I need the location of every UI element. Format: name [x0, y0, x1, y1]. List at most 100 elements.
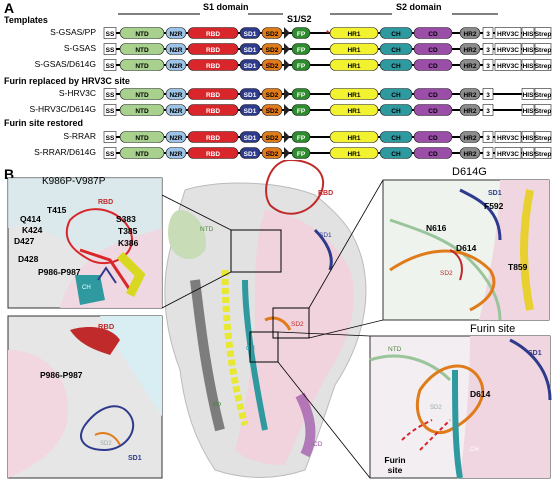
sd2-domain-label: SD2 [266, 151, 279, 158]
ss-domain-label: SS [106, 47, 115, 54]
strep-box [534, 59, 552, 71]
three-box [482, 104, 494, 116]
ntd-domain [119, 27, 165, 39]
ntd-domain-label: NTD [135, 63, 149, 70]
construct-name: S-GSAS/PP [50, 27, 96, 37]
group-title-templates: Templates [4, 15, 48, 25]
hrv3c-box-label: HRV3C [497, 47, 519, 54]
n2r-domain [165, 131, 187, 143]
n2r-domain-label: N2R [169, 135, 182, 142]
s1s2-label: S1/S2 [287, 14, 312, 24]
inset-k986p [7, 177, 163, 309]
residue-label: F592 [484, 201, 504, 211]
three-box [482, 88, 494, 100]
his-box-label: HIS [523, 135, 535, 142]
hr2-domain [459, 147, 481, 159]
his-box-label: HIS [523, 92, 535, 99]
hr1-domain [329, 104, 379, 116]
ch-domain-label: CH [391, 47, 401, 54]
strep-box [534, 43, 552, 55]
sd1-domain [239, 147, 261, 159]
ch-domain [379, 147, 413, 159]
ntd-domain [119, 131, 165, 143]
hr2-domain-label: HR2 [463, 108, 476, 115]
rbd-domain [187, 88, 239, 100]
hrv3c-box [494, 131, 522, 143]
hr2-domain-label: HR2 [463, 135, 476, 142]
ntd-domain [119, 104, 165, 116]
structure-panel [7, 160, 552, 479]
three-box [482, 43, 494, 55]
his-box [521, 131, 535, 143]
hr2-domain-label: HR2 [463, 47, 476, 54]
strep-box [534, 27, 552, 39]
residue-label: K424 [22, 225, 43, 235]
cd-domain-label: CD [428, 47, 438, 54]
ntd-domain-label: NTD [135, 108, 149, 115]
his-box [521, 59, 535, 71]
strep-box [534, 131, 552, 143]
n2r-domain-label: N2R [169, 63, 182, 70]
ch-domain-label: CH [391, 31, 401, 38]
cleavage-marker [284, 88, 290, 100]
cleavage-marker [284, 27, 290, 39]
construct-name: S-RRAR [63, 131, 96, 141]
center-label: SD1 [319, 232, 332, 239]
cd-domain-label: CD [428, 151, 438, 158]
rbd-domain-label: RBD [206, 47, 220, 54]
ch-domain [379, 131, 413, 143]
three-box-label: 3 [486, 151, 490, 158]
n2r-domain-label: N2R [169, 47, 182, 54]
hr1-domain [329, 131, 379, 143]
d614g-mutation-star: * [268, 106, 272, 115]
his-box [521, 147, 535, 159]
his-box [521, 88, 535, 100]
three-box-label: 3 [486, 31, 490, 38]
sd1-domain-label: SD1 [244, 151, 257, 158]
three-box [482, 27, 494, 39]
his-box-label: HIS [523, 108, 535, 115]
his-box [521, 27, 535, 39]
n2r-domain [165, 59, 187, 71]
cd-domain-label: CD [428, 108, 438, 115]
strep-box-label: Strep [535, 108, 552, 115]
fp-domain-label: FP [297, 92, 306, 99]
group-title-furin-restored: Furin site restored [4, 118, 84, 128]
residue-label: D427 [14, 236, 35, 246]
rbd-domain-label: RBD [206, 135, 220, 142]
sd1-domain-label: SD1 [244, 135, 257, 142]
cd-domain-label: CD [428, 92, 438, 99]
fp-domain [291, 27, 311, 39]
hr1-domain-label: HR1 [347, 47, 360, 54]
fp-domain [291, 104, 311, 116]
cd-domain [413, 27, 453, 39]
s2-domain-label: S2 domain [396, 2, 442, 12]
residue-label: P986-P987 [38, 267, 81, 277]
domain-label: CH [470, 447, 479, 453]
fp-domain [291, 59, 311, 71]
sd2-domain [261, 27, 283, 39]
hr1-domain [329, 27, 379, 39]
ss-domain [103, 27, 117, 39]
hrv3c-box [494, 59, 522, 71]
cd-domain [413, 147, 453, 159]
fp-domain-label: FP [297, 47, 306, 54]
residue-label: T415 [47, 205, 67, 215]
sd2-domain [261, 88, 283, 100]
strep-box-label: Strep [535, 92, 552, 99]
ch-domain-label: CH [391, 92, 401, 99]
ntd-domain [119, 88, 165, 100]
cd-domain-label: CD [428, 63, 438, 70]
strep-box [534, 147, 552, 159]
n2r-domain [165, 147, 187, 159]
rbd-domain [187, 59, 239, 71]
residue-label: T385 [118, 226, 138, 236]
sd2-domain [261, 43, 283, 55]
fp-domain-label: FP [297, 151, 306, 158]
three-box [482, 147, 494, 159]
strep-box-label: Strep [535, 151, 552, 158]
residue-label: P986-P987 [40, 370, 83, 380]
sd1-domain [239, 88, 261, 100]
hr1-domain [329, 88, 379, 100]
three-box [482, 131, 494, 143]
